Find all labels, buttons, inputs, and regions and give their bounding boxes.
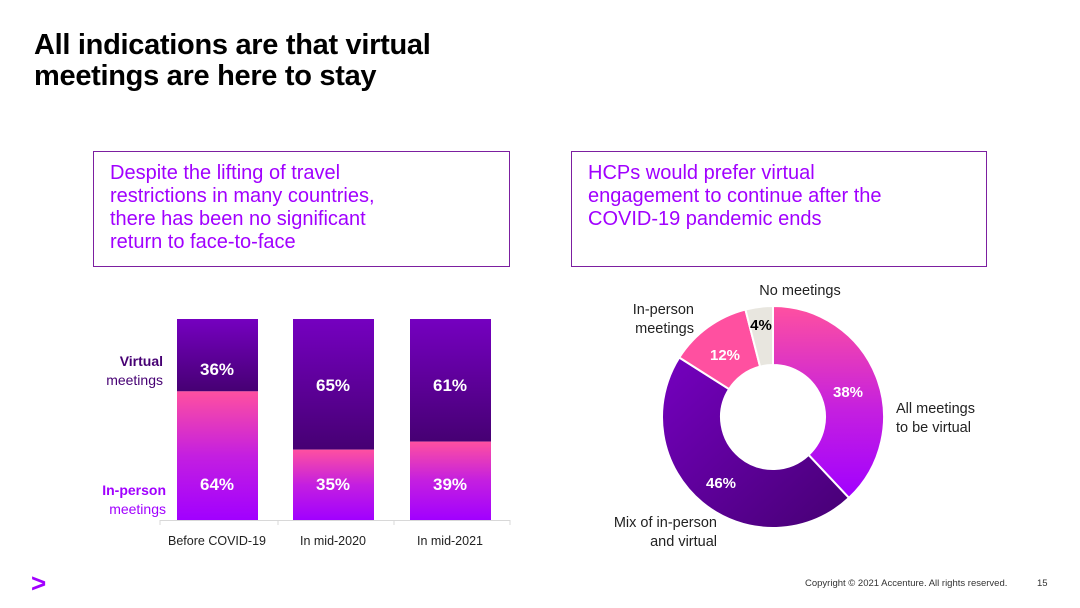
stacked-bar-chart: 36% 64% Before COVID-19 65% 35% In mid-2020 61… (102, 319, 511, 548)
donut-category-label: and virtual (650, 534, 717, 550)
donut-category-label: No meetings (759, 283, 840, 299)
data-label-virtual: 65% (316, 376, 350, 395)
title-line-2: meetings are here to stay (34, 60, 377, 92)
bar-in-person (293, 449, 374, 520)
donut-category-label: All meetings (896, 401, 975, 417)
page-number: 15 (1037, 578, 1048, 589)
donut-data-label: 12% (710, 347, 740, 364)
data-label-virtual: 61% (433, 376, 467, 395)
category-label: In mid-2021 (417, 534, 483, 548)
legend-virtual-rest: meetings (106, 372, 163, 388)
category-label: In mid-2020 (300, 534, 366, 548)
slide-title: All indications are that virtual meeting… (34, 30, 594, 92)
left-callout-line: return to face-to-face (110, 231, 296, 253)
donut-data-label: 4% (750, 317, 772, 334)
legend-in-person-rest: meetings (109, 501, 166, 517)
data-label-in-person: 64% (200, 475, 234, 494)
data-label-in-person: 39% (433, 475, 467, 494)
left-callout-box: Despite the lifting of travel restrictio… (93, 151, 510, 267)
left-callout-line: restrictions in many countries, (110, 185, 375, 207)
accenture-logo: > (31, 568, 47, 598)
data-label-in-person: 35% (316, 475, 350, 494)
bar-virtual (293, 319, 374, 450)
bar-in-person (410, 441, 491, 520)
donut-data-label: 46% (706, 475, 736, 492)
donut-category-label: Mix of in-person (614, 515, 717, 531)
donut-data-label: 38% (833, 384, 863, 401)
donut-category-label: to be virtual (896, 420, 971, 436)
bar-virtual (177, 319, 258, 392)
category-label: Before COVID-19 (168, 534, 266, 548)
right-callout-line: engagement to continue after the (588, 185, 882, 207)
donut-slice (661, 356, 851, 529)
data-label-virtual: 36% (200, 360, 234, 379)
right-callout-line: COVID-19 pandemic ends (588, 208, 822, 230)
right-callout-box: HCPs would prefer virtual engagement to … (571, 151, 987, 267)
legend-in-person-bold: In-person (102, 482, 166, 498)
title-line-1: All indications are that virtual (34, 29, 431, 61)
right-callout-line: HCPs would prefer virtual (588, 162, 815, 184)
left-callout-line: there has been no significant (110, 208, 366, 230)
donut-category-label: meetings (635, 321, 694, 337)
copyright-text: Copyright © 2021 Accenture. All rights r… (805, 578, 1008, 589)
donut-chart: 38% All meetings to be virtual 46% Mix of in… (614, 283, 975, 550)
bar-virtual (410, 319, 491, 442)
left-callout-line: Despite the lifting of travel (110, 162, 341, 184)
bar-in-person (177, 391, 258, 520)
donut-category-label: In-person (633, 302, 694, 318)
donut-slice (744, 304, 774, 368)
legend-virtual-bold: Virtual (120, 353, 163, 369)
donut-slice (772, 304, 885, 500)
